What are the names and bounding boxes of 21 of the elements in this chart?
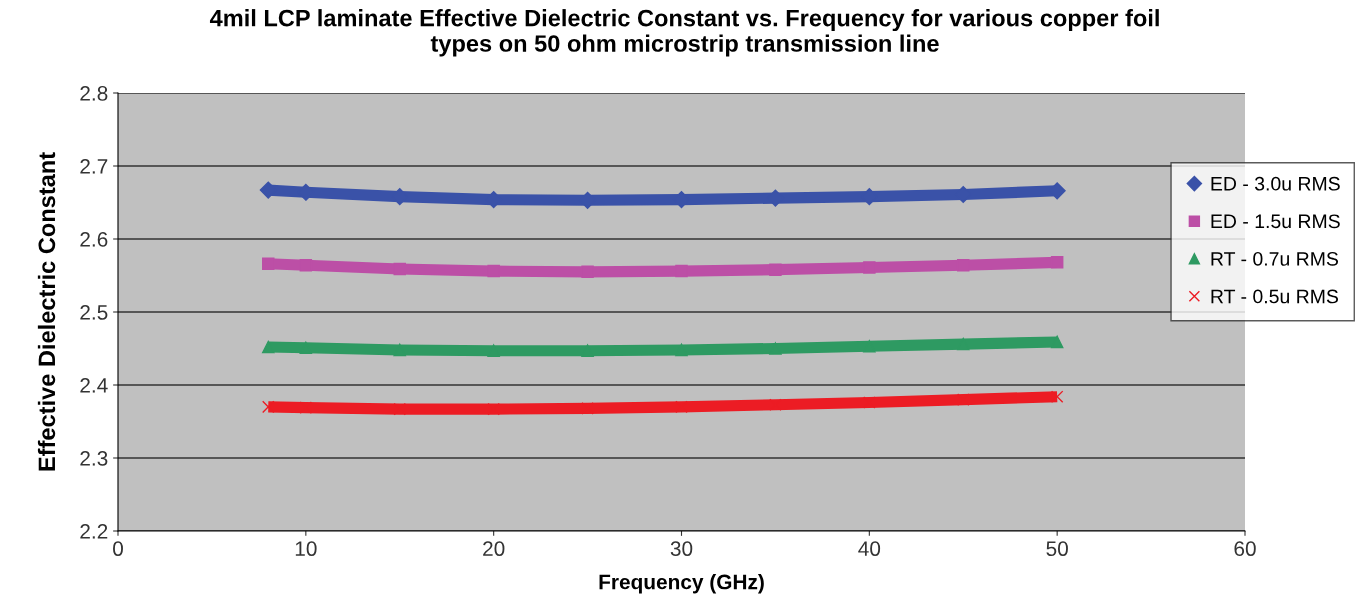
- y-tick-label: 2.2: [80, 524, 108, 539]
- legend-label: RT - 0.7u RMS: [1211, 251, 1339, 266]
- x-tick-label: 0: [113, 541, 123, 557]
- chart-title: 4mil LCP laminate Effective Dielectric Constant vs. Frequency for various copper foil types on 50 ohm microstrip transmission line: [209, 9, 1159, 57]
- x-tick-label: 20: [483, 541, 505, 557]
- y-tick-label: 2.7: [80, 159, 108, 174]
- y-tick-label: 2.8: [80, 86, 108, 101]
- y-tick-label: 2.5: [80, 305, 108, 320]
- x-tick-label: 40: [858, 541, 881, 557]
- x-axis-title: Frequency (GHz): [599, 574, 764, 594]
- legend-label: RT - 0.5u RMS: [1211, 289, 1339, 304]
- y-axis-title: Effective Dielectric Constant: [37, 152, 56, 471]
- y-tick-label: 2.6: [80, 232, 108, 247]
- y-tick-label: 2.4: [80, 378, 108, 393]
- x-tick-label: 10: [295, 541, 317, 557]
- x-tick-label: 50: [1046, 541, 1068, 557]
- x-tick-label: 30: [670, 541, 693, 557]
- legend-label: ED - 1.5u RMS: [1211, 214, 1340, 229]
- x-tick-label: 60: [1234, 541, 1256, 557]
- legend-label: ED - 3.0u RMS: [1211, 176, 1340, 191]
- y-tick-label: 2.3: [80, 451, 108, 466]
